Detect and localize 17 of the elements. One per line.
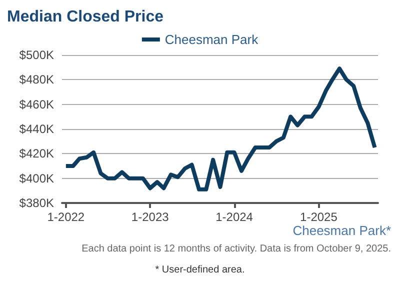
x-tick-label: 1-2023: [131, 210, 170, 224]
x-tick-label: 1-2024: [216, 210, 254, 224]
y-tick-label: $500K: [19, 48, 54, 62]
chart-title: Median Closed Price: [7, 8, 164, 26]
legend-label: Cheesman Park: [164, 32, 259, 47]
y-tick-label: $480K: [19, 72, 54, 87]
x-tick-label: 1-2022: [47, 210, 85, 224]
y-tick-label: $460K: [19, 97, 54, 112]
line-series: [64, 66, 377, 192]
y-tick-label: $420K: [19, 146, 54, 161]
text: Cheesman Park*: [292, 223, 392, 238]
text: Each data point is 12 months of activity. Data is from October 9, 2025.: [82, 244, 392, 254]
y-tick-label: $400K: [19, 171, 54, 186]
y-tick-label: $380K: [19, 196, 54, 210]
y-tick-label: $440K: [19, 122, 54, 136]
text: * User-defined area.: [155, 264, 245, 276]
x-tick-label: 1-2025: [300, 210, 338, 224]
